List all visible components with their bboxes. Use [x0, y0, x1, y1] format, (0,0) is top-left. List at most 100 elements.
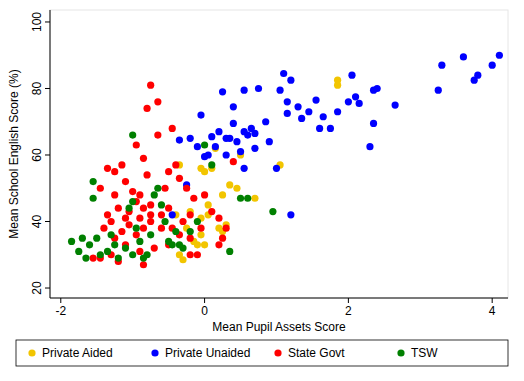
- point: [154, 185, 161, 192]
- point: [115, 254, 122, 261]
- point: [111, 241, 118, 248]
- point: [230, 158, 237, 165]
- y-axis: [50, 10, 51, 298]
- point: [125, 221, 132, 228]
- chart: 20406080100-2024Mean Pupil Assets ScoreM…: [0, 0, 524, 381]
- point: [194, 143, 201, 150]
- point: [298, 115, 305, 122]
- legend-label: TSW: [411, 346, 438, 360]
- point: [187, 235, 194, 242]
- point: [230, 120, 237, 127]
- point: [312, 97, 319, 104]
- point: [219, 191, 226, 198]
- point: [241, 87, 248, 94]
- point: [140, 205, 147, 212]
- point: [100, 225, 107, 232]
- point: [496, 52, 503, 59]
- point: [86, 241, 93, 248]
- point: [201, 241, 208, 248]
- point: [158, 211, 165, 218]
- point: [219, 88, 226, 95]
- point: [68, 238, 75, 245]
- point: [287, 77, 294, 84]
- point: [136, 215, 143, 222]
- point: [140, 225, 147, 232]
- point: [136, 248, 143, 255]
- point: [201, 153, 208, 160]
- point: [370, 87, 377, 94]
- point: [125, 205, 132, 212]
- point: [194, 251, 201, 258]
- point: [140, 155, 147, 162]
- point: [269, 208, 276, 215]
- legend-marker: [28, 349, 35, 356]
- point: [237, 195, 244, 202]
- point: [172, 228, 179, 235]
- background: [0, 0, 524, 381]
- point: [172, 161, 179, 168]
- point: [197, 165, 204, 172]
- point: [136, 191, 143, 198]
- point: [284, 110, 291, 117]
- point: [233, 185, 240, 192]
- x-tick: [348, 298, 349, 303]
- point: [151, 245, 158, 252]
- legend-box: [16, 340, 508, 366]
- point: [187, 211, 194, 218]
- legend-label: Private Unaided: [165, 346, 250, 360]
- x-tick: [492, 298, 493, 303]
- point: [237, 148, 244, 155]
- point: [97, 251, 104, 258]
- legend-label: Private Aided: [42, 346, 113, 360]
- point: [161, 185, 168, 192]
- point: [133, 141, 140, 148]
- point: [489, 62, 496, 69]
- point: [205, 201, 212, 208]
- point: [169, 241, 176, 248]
- point: [154, 98, 161, 105]
- x-tick-label: 4: [489, 304, 496, 318]
- points: [68, 52, 503, 269]
- x-tick-label: 0: [201, 304, 208, 318]
- point: [215, 215, 222, 222]
- point: [133, 231, 140, 238]
- point: [208, 133, 215, 140]
- point: [161, 218, 168, 225]
- point: [215, 128, 222, 135]
- y-tick-label: 40: [30, 215, 44, 229]
- point: [201, 191, 208, 198]
- point: [327, 125, 334, 132]
- point: [187, 135, 194, 142]
- point: [287, 211, 294, 218]
- point: [233, 138, 240, 145]
- y-tick-label: 100: [30, 12, 44, 32]
- point: [143, 105, 150, 112]
- point: [356, 100, 363, 107]
- point: [129, 188, 136, 195]
- point: [90, 195, 97, 202]
- point: [266, 138, 273, 145]
- point: [179, 245, 186, 252]
- y-tick: [45, 88, 50, 89]
- point: [111, 191, 118, 198]
- point: [438, 62, 445, 69]
- y-tick: [45, 288, 50, 289]
- point: [147, 201, 154, 208]
- legend-label: State Govt: [288, 346, 345, 360]
- y-tick: [45, 221, 50, 222]
- point: [208, 208, 215, 215]
- point: [197, 231, 204, 238]
- y-axis-title: Mean School English Score (%): [7, 69, 21, 238]
- point: [187, 228, 194, 235]
- point: [118, 228, 125, 235]
- point: [165, 168, 172, 175]
- point: [143, 171, 150, 178]
- point: [104, 248, 111, 255]
- point: [305, 108, 312, 115]
- point: [251, 145, 258, 152]
- point: [158, 225, 165, 232]
- point: [104, 165, 111, 172]
- point: [370, 120, 377, 127]
- y-tick-label: 60: [30, 148, 44, 162]
- point: [154, 131, 161, 138]
